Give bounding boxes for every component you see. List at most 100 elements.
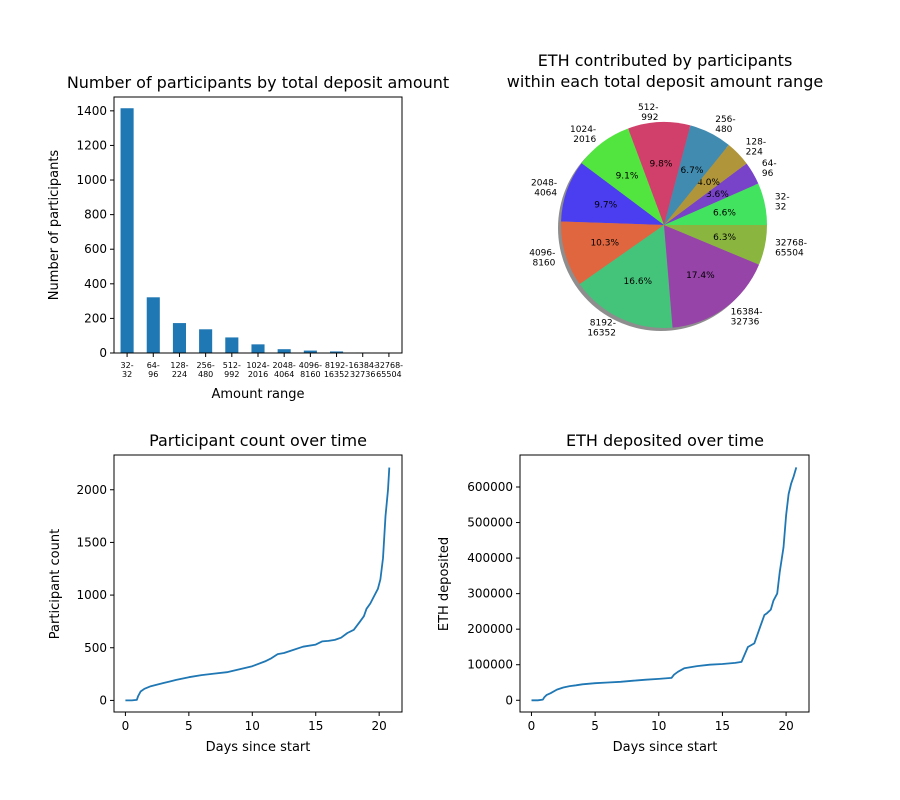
pie-slice-label-line: 32736 xyxy=(731,318,760,328)
bar-chart-axes: 32-32 64-96 128-224 256-480 512-992 1024-2016… xyxy=(76,96,403,379)
y-tick-label: 600000 xyxy=(467,480,513,494)
pie-slice-label-line: 2016 xyxy=(573,135,596,145)
pie-slice-label-line: 16384- xyxy=(731,308,763,318)
bar-chart: Number of participants by total deposit … xyxy=(47,73,449,402)
pie-slice xyxy=(664,125,729,225)
pie-slice-label: 32-32 xyxy=(775,193,790,213)
y-tick-label: 0 xyxy=(99,693,107,707)
x-tick-label-line: 16384- xyxy=(349,361,377,370)
x-tick-label-line: 16352 xyxy=(324,370,349,379)
y-tick-label: 300000 xyxy=(467,587,513,601)
participant-count-plot: 0 5 10 15 20 0 500 1000 1500 2000 xyxy=(76,454,403,733)
x-tick-label: 4096-8160 xyxy=(299,361,322,379)
participant-count-title: Participant count over time xyxy=(149,431,367,450)
x-tick-label-line: 96 xyxy=(148,370,158,379)
pie-percent-label: 6.6% xyxy=(713,208,736,218)
x-tick-label: 5 xyxy=(185,719,193,733)
pie-slice-label-line: 4096- xyxy=(529,248,555,258)
pie-slice-label-line: 4064 xyxy=(534,188,557,198)
pie-slice xyxy=(561,163,664,225)
pie-percent-label: 4.0% xyxy=(697,178,720,188)
pie-slice-label: 1024-2016 xyxy=(570,125,596,145)
x-tick-label: 1024-2016 xyxy=(246,361,269,379)
x-tick-label-line: 224 xyxy=(172,370,187,379)
y-tick-label: 1500 xyxy=(76,535,107,549)
pie-chart-title: ETH contributed by participants within ea… xyxy=(507,51,823,91)
x-tick-label-line: 256- xyxy=(197,361,215,370)
pie-slice-label: 64-96 xyxy=(762,159,777,179)
pie-slice-label-line: 64- xyxy=(762,159,777,169)
series-line xyxy=(531,467,798,702)
x-tick-label-line: 480 xyxy=(198,370,213,379)
pie-slice-label: 32768-65504 xyxy=(775,238,807,258)
pie-slice-label-line: 1024- xyxy=(570,125,596,135)
x-tick-label: 32-32 xyxy=(121,361,134,379)
eth-deposited-xlabel: Days since start xyxy=(613,740,718,755)
y-tick-label: 0 xyxy=(505,693,513,707)
bar xyxy=(172,323,186,353)
axes-frame xyxy=(113,454,403,713)
eth-deposited-plot: 0 5 10 15 20 0 100000 200000 300000 400000 500000 6… xyxy=(467,454,810,733)
pie-percent-label: 9.7% xyxy=(594,200,617,210)
x-tick-label: 512-992 xyxy=(223,361,241,379)
pie-slice-label-line: 128- xyxy=(746,137,766,147)
x-tick-label-line: 4096- xyxy=(299,361,322,370)
pie-percent-label: 3.6% xyxy=(706,190,729,200)
pie-slice-label-line: 8192- xyxy=(590,319,616,329)
pie-slice-label-line: 32768- xyxy=(775,238,807,248)
pie-chart: ETH contributed by participants within ea… xyxy=(507,51,823,339)
x-tick-label: 128-224 xyxy=(170,361,188,379)
axes-frame xyxy=(113,96,403,354)
y-tick-label: 600 xyxy=(84,242,107,256)
x-tick-label-line: 4064 xyxy=(274,370,294,379)
participant-count-xlabel: Days since start xyxy=(206,740,311,755)
y-tick-label: 800 xyxy=(84,208,107,222)
pie-slice xyxy=(664,183,767,225)
bar xyxy=(330,351,344,353)
pie-percent-label: 6.7% xyxy=(681,166,704,176)
pie-slice-label-line: 16352 xyxy=(587,329,616,339)
axes-frame xyxy=(519,454,810,713)
x-tick-label-line: 65504 xyxy=(376,370,401,379)
pie-slice xyxy=(664,144,747,225)
y-tick-label: 100000 xyxy=(467,658,513,672)
pie-slice xyxy=(664,163,759,225)
participant-count-ylabel: Participant count xyxy=(48,529,63,639)
x-tick-label: 0 xyxy=(528,719,536,733)
x-tick-label-line: 8192- xyxy=(325,361,348,370)
x-tick-label-line: 2048- xyxy=(273,361,296,370)
pie-slice-label-line: 992 xyxy=(641,113,658,123)
bar xyxy=(251,344,265,353)
y-tick-label: 400 xyxy=(84,277,107,291)
pie-chart-title-line: within each total deposit amount range xyxy=(507,72,823,91)
pie-slice xyxy=(579,225,673,328)
eth-deposited-title: ETH deposited over time xyxy=(566,431,764,450)
x-tick-label: 5 xyxy=(591,719,599,733)
x-tick-label: 2048-4064 xyxy=(273,361,296,379)
x-tick-label: 64-96 xyxy=(147,361,160,379)
bar xyxy=(120,108,134,353)
pie-slice-label: 16384-32736 xyxy=(731,308,763,328)
pie-slice xyxy=(561,221,664,285)
pie-chart-title-line: ETH contributed by participants xyxy=(538,51,793,70)
y-tick-label: 1200 xyxy=(76,138,107,152)
x-tick-label: 8192-16352 xyxy=(324,361,349,379)
eth-deposited-chart: ETH deposited over time 0 5 10 15 20 0 100000 2… xyxy=(437,431,810,755)
pie-slice xyxy=(581,128,664,225)
x-tick-label-line: 128- xyxy=(170,361,188,370)
pie-slice-label: 512-992 xyxy=(638,103,658,123)
x-tick-label: 20 xyxy=(372,719,387,733)
x-tick-label-line: 2016 xyxy=(248,370,268,379)
pie-slice-label-line: 2048- xyxy=(531,178,557,188)
bar xyxy=(303,350,317,353)
y-tick-label: 500000 xyxy=(467,516,513,530)
pie-percent-label: 16.6% xyxy=(624,277,653,287)
bar-chart-ylabel: Number of participants xyxy=(47,150,62,301)
y-tick-label: 0 xyxy=(99,346,107,360)
pie-slice-label-line: 224 xyxy=(746,147,763,157)
x-tick-label-line: 64- xyxy=(147,361,160,370)
pie-percent-label: 9.1% xyxy=(616,171,639,181)
pie-slice-label-line: 480 xyxy=(715,125,732,135)
